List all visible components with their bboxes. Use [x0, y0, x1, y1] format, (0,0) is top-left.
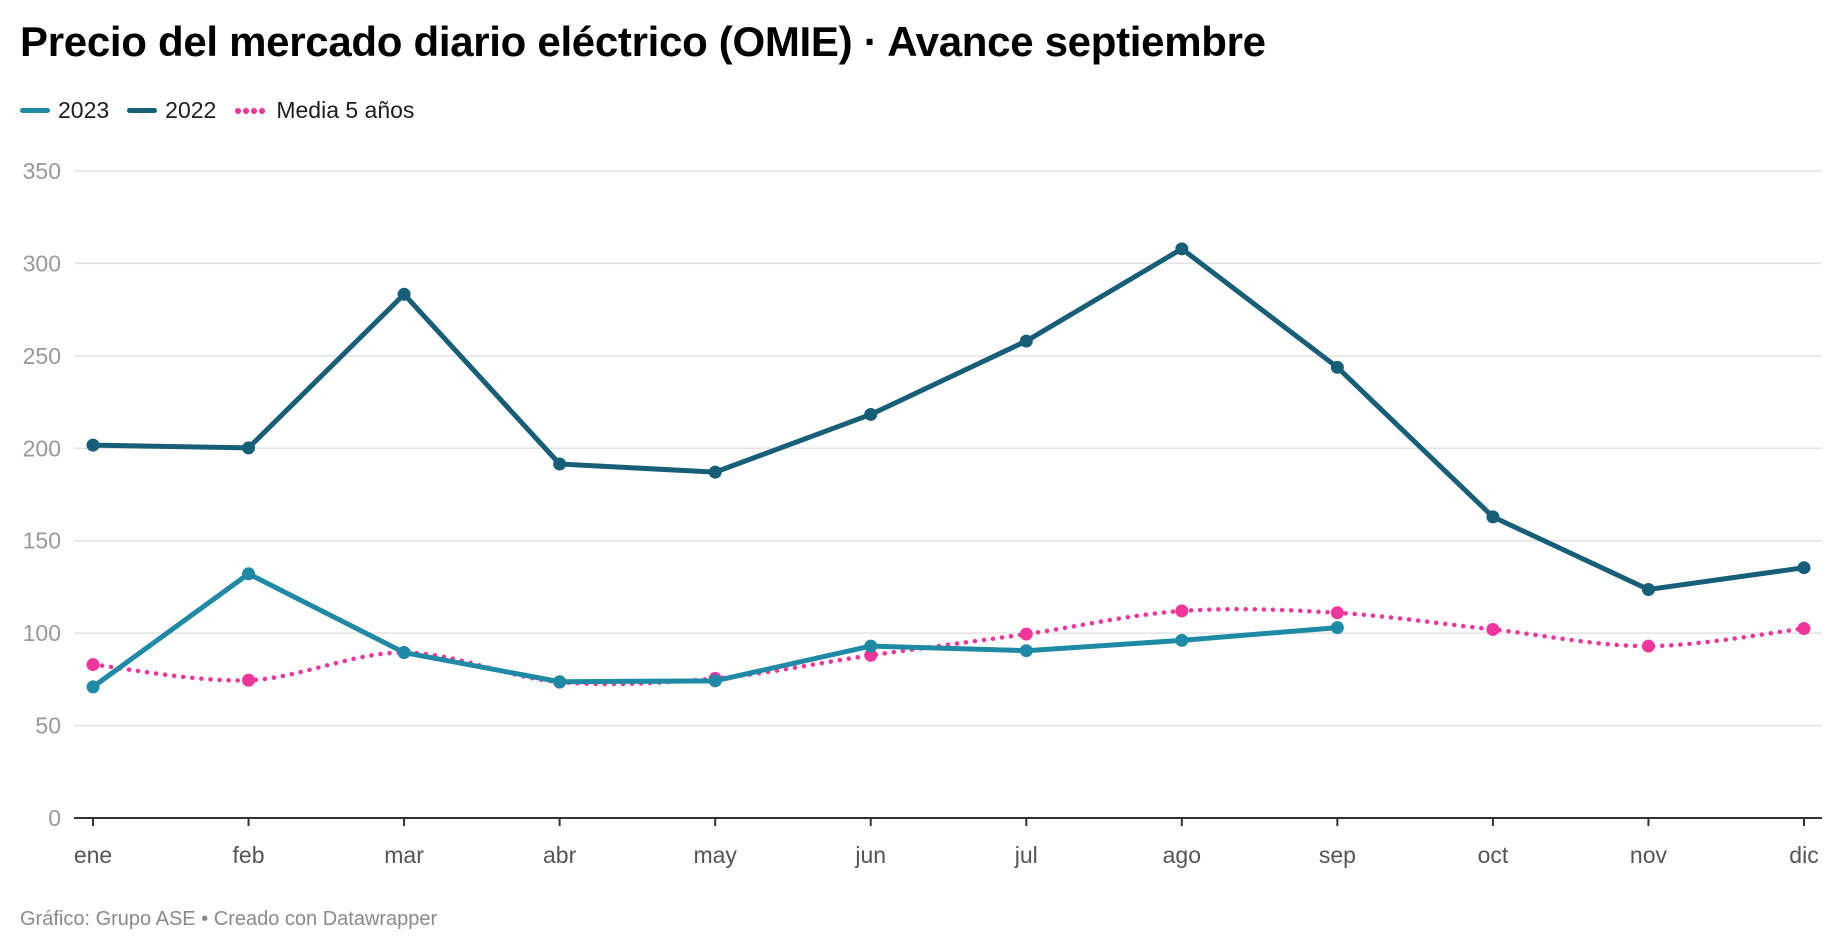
- legend-item-2022: 2022: [127, 97, 216, 124]
- point-media-5-años-ene: [86, 658, 100, 672]
- point-media-5-años-nov: [1641, 639, 1655, 653]
- point-media-5-años-sep: [1330, 606, 1344, 620]
- y-tick-label-150: 150: [23, 528, 61, 554]
- legend-swatch-2023: [20, 108, 50, 113]
- point-2022-sep: [1330, 360, 1344, 374]
- point-2022-jun: [864, 407, 878, 421]
- legend-swatch-media: [234, 107, 267, 114]
- point-media-5-años-oct: [1486, 622, 1500, 636]
- x-tick-label-feb: feb: [233, 842, 265, 868]
- x-tick-label-dic: dic: [1789, 842, 1818, 868]
- x-tick-label-may: may: [693, 842, 737, 868]
- point-2022-abr: [553, 457, 567, 471]
- point-media-5-años-ago: [1175, 604, 1189, 618]
- x-tick-label-ago: ago: [1163, 842, 1201, 868]
- chart-title: Precio del mercado diario eléctrico (OMI…: [20, 18, 1266, 65]
- legend-label-media: Media 5 años: [276, 97, 415, 123]
- point-2022-jul: [1019, 334, 1033, 348]
- series-line-media-5-años: [90, 606, 1807, 687]
- legend-label-2023: 2023: [58, 97, 110, 123]
- point-2022-may: [708, 465, 722, 479]
- series-line-2022: [90, 246, 1807, 593]
- y-tick-label-350: 350: [23, 158, 61, 184]
- series-2022: [86, 242, 1811, 597]
- point-2022-dic: [1797, 561, 1811, 575]
- point-2023-ene: [86, 680, 100, 694]
- y-tick-label-50: 50: [35, 713, 61, 739]
- legend-item-2023: 2023: [20, 97, 109, 124]
- point-2022-mar: [397, 287, 411, 301]
- y-tick-label-250: 250: [23, 343, 61, 369]
- x-tick-label-abr: abr: [543, 842, 577, 868]
- point-2023-mar: [397, 646, 411, 660]
- x-tick-label-oct: oct: [1478, 842, 1509, 868]
- y-gridlines: [74, 170, 1822, 727]
- series-line-2023: [90, 571, 1340, 690]
- point-2022-oct: [1486, 510, 1500, 524]
- x-tick-label-nov: nov: [1630, 842, 1668, 868]
- chart-footer: Gráfico: Grupo ASE • Creado con Datawrap…: [20, 908, 438, 930]
- y-tick-label-100: 100: [23, 620, 61, 646]
- x-tick-label-mar: mar: [384, 842, 424, 868]
- legend: 2023 2022 Media 5 años: [20, 97, 432, 124]
- point-2023-jun: [864, 639, 878, 653]
- legend-label-2022: 2022: [165, 97, 217, 123]
- point-2022-ene: [86, 438, 100, 452]
- x-tick-label-jul: jul: [1014, 842, 1038, 868]
- point-2023-may: [708, 674, 722, 688]
- point-2023-sep: [1330, 621, 1344, 635]
- legend-item-media: Media 5 años: [234, 97, 414, 124]
- point-media-5-años-feb: [242, 673, 256, 687]
- point-2023-feb: [242, 567, 256, 581]
- point-media-5-años-dic: [1797, 622, 1811, 636]
- point-2022-ago: [1175, 242, 1189, 256]
- y-tick-label-0: 0: [48, 805, 61, 831]
- point-2022-feb: [242, 441, 256, 455]
- point-2023-jul: [1019, 644, 1033, 658]
- y-tick-label-200: 200: [23, 435, 61, 461]
- series-2023: [86, 567, 1344, 694]
- line-chart: 0 50 100 150 200 250 300 350 ene feb mar abr may jun j…: [23, 158, 1822, 868]
- point-2023-ago: [1175, 633, 1189, 647]
- x-tick-label-sep: sep: [1319, 842, 1356, 868]
- point-2022-nov: [1641, 583, 1655, 597]
- point-2023-abr: [553, 675, 567, 689]
- point-media-5-años-jun: [864, 648, 878, 662]
- y-tick-label-300: 300: [23, 250, 61, 276]
- x-tick-label-ene: ene: [74, 842, 112, 868]
- x-tick-label-jun: jun: [854, 842, 886, 868]
- point-media-5-años-jul: [1019, 627, 1033, 641]
- legend-swatch-2022: [127, 108, 158, 113]
